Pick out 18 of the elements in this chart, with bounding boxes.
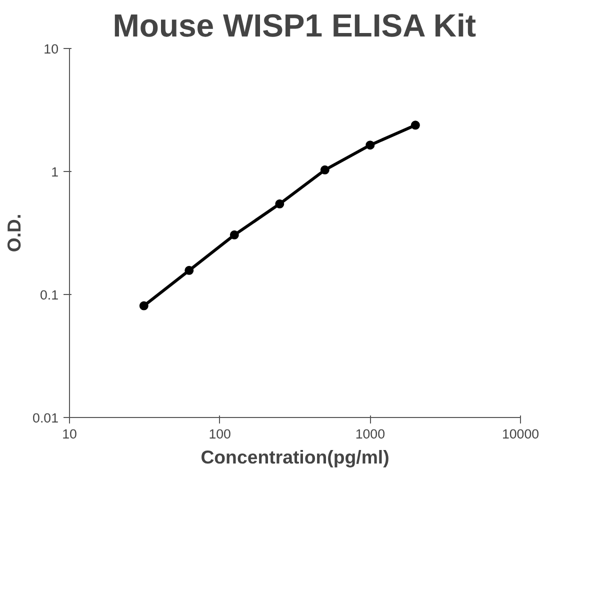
y-axis-title: O.D. <box>4 214 25 252</box>
point <box>230 230 239 240</box>
point <box>320 165 330 174</box>
point <box>139 301 148 310</box>
x-tick-label: 10000 <box>502 426 540 442</box>
y-tick-label: 10 <box>44 42 59 56</box>
x-tick-label: 1000 <box>355 426 385 442</box>
x-axis-title: Concentration(pg/ml) <box>200 446 390 468</box>
x-tick-label: 100 <box>208 426 231 442</box>
point <box>366 140 375 150</box>
point <box>410 120 420 130</box>
y-tick-label: 1 <box>51 164 59 180</box>
point <box>184 266 194 275</box>
point <box>275 199 284 208</box>
x-tick-label: 10 <box>62 426 77 442</box>
chart-title: Mouse WISP1 ELISA Kit <box>112 8 476 44</box>
y-tick-label: 0.01 <box>32 410 59 426</box>
y-tick-label: 0.1 <box>40 288 59 302</box>
